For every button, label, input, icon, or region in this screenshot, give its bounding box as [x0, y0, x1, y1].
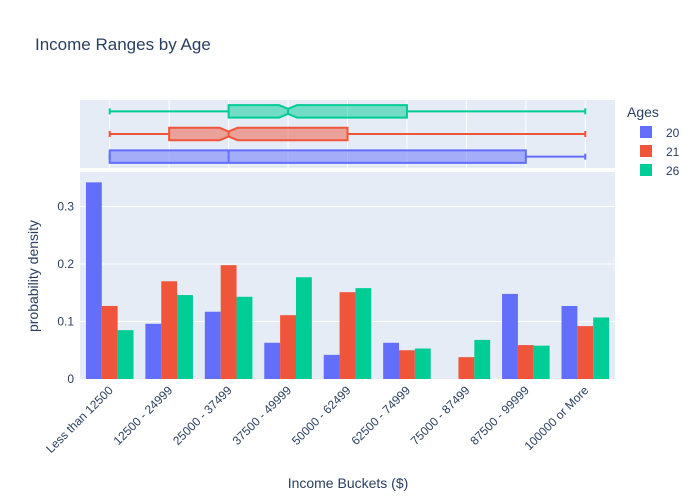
x-tick-label: Less than 12500	[43, 383, 116, 456]
bar	[236, 296, 253, 379]
x-tick-label: 75000 - 87499	[408, 383, 473, 448]
box-plot-20	[108, 149, 587, 164]
bar	[414, 348, 431, 379]
bar	[85, 182, 102, 379]
y-tick-label: 0.3	[57, 200, 74, 214]
bar	[117, 330, 134, 379]
legend-label: 21	[666, 145, 680, 159]
bar	[593, 317, 610, 379]
bar	[295, 277, 312, 379]
bar	[101, 305, 118, 379]
bar	[220, 265, 237, 379]
bar	[474, 339, 491, 379]
bar	[145, 323, 162, 379]
box	[108, 149, 527, 164]
legend-label: 20	[666, 126, 680, 140]
bar	[280, 315, 296, 379]
bar	[502, 293, 518, 379]
x-tick-label: 25000 - 37499	[170, 383, 235, 448]
x-tick-label: 62500 - 74999	[348, 383, 413, 448]
bar	[399, 350, 415, 379]
bar	[561, 305, 578, 379]
chart-title: Income Ranges by Age	[35, 35, 211, 54]
box-plot-21	[108, 126, 587, 142]
x-axis-title: Income Buckets ($)	[288, 475, 409, 491]
legend-items: 20 21 26	[640, 126, 680, 178]
x-tick-label: 87500 - 99999	[467, 383, 532, 448]
y-axis-title: probability density	[25, 220, 41, 332]
bar	[161, 281, 178, 379]
x-tick-label: 100000 or More	[522, 383, 592, 453]
x-tick-label: 37500 - 49999	[230, 383, 295, 448]
legend-swatch	[640, 145, 652, 157]
bar	[458, 357, 475, 379]
y-tick-label: 0	[67, 372, 74, 386]
bar	[177, 295, 193, 379]
legend: Ages 20 21 26	[627, 104, 680, 178]
bar	[204, 311, 221, 379]
bar	[323, 354, 340, 379]
bar	[264, 342, 281, 379]
bar	[339, 292, 356, 379]
y-tick-label: 0.2	[57, 257, 74, 271]
y-tick-label: 0.1	[57, 315, 74, 329]
legend-title: Ages	[627, 104, 659, 120]
bar	[355, 288, 372, 379]
bar	[533, 345, 550, 379]
bar	[517, 345, 534, 379]
y-axis-ticks: 0 0.1 0.2 0.3	[57, 200, 74, 387]
box	[168, 126, 349, 142]
legend-swatch	[640, 164, 652, 176]
bar	[383, 342, 400, 379]
legend-label: 26	[666, 164, 680, 178]
box-plot-layer	[108, 104, 587, 164]
x-tick-label: 12500 - 24999	[111, 383, 176, 448]
legend-swatch	[640, 126, 652, 138]
bar	[577, 326, 594, 379]
box-plot-26	[108, 104, 587, 119]
x-tick-label: 50000 - 62499	[289, 383, 354, 448]
bar-layer	[85, 182, 610, 379]
box	[227, 104, 408, 119]
